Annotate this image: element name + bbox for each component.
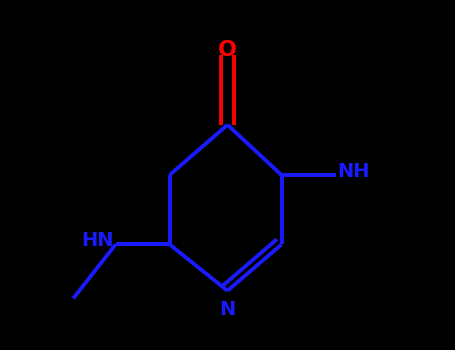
Text: O: O	[218, 40, 237, 60]
Text: N: N	[219, 300, 236, 320]
Text: HN: HN	[81, 231, 114, 250]
Text: NH: NH	[338, 162, 370, 181]
